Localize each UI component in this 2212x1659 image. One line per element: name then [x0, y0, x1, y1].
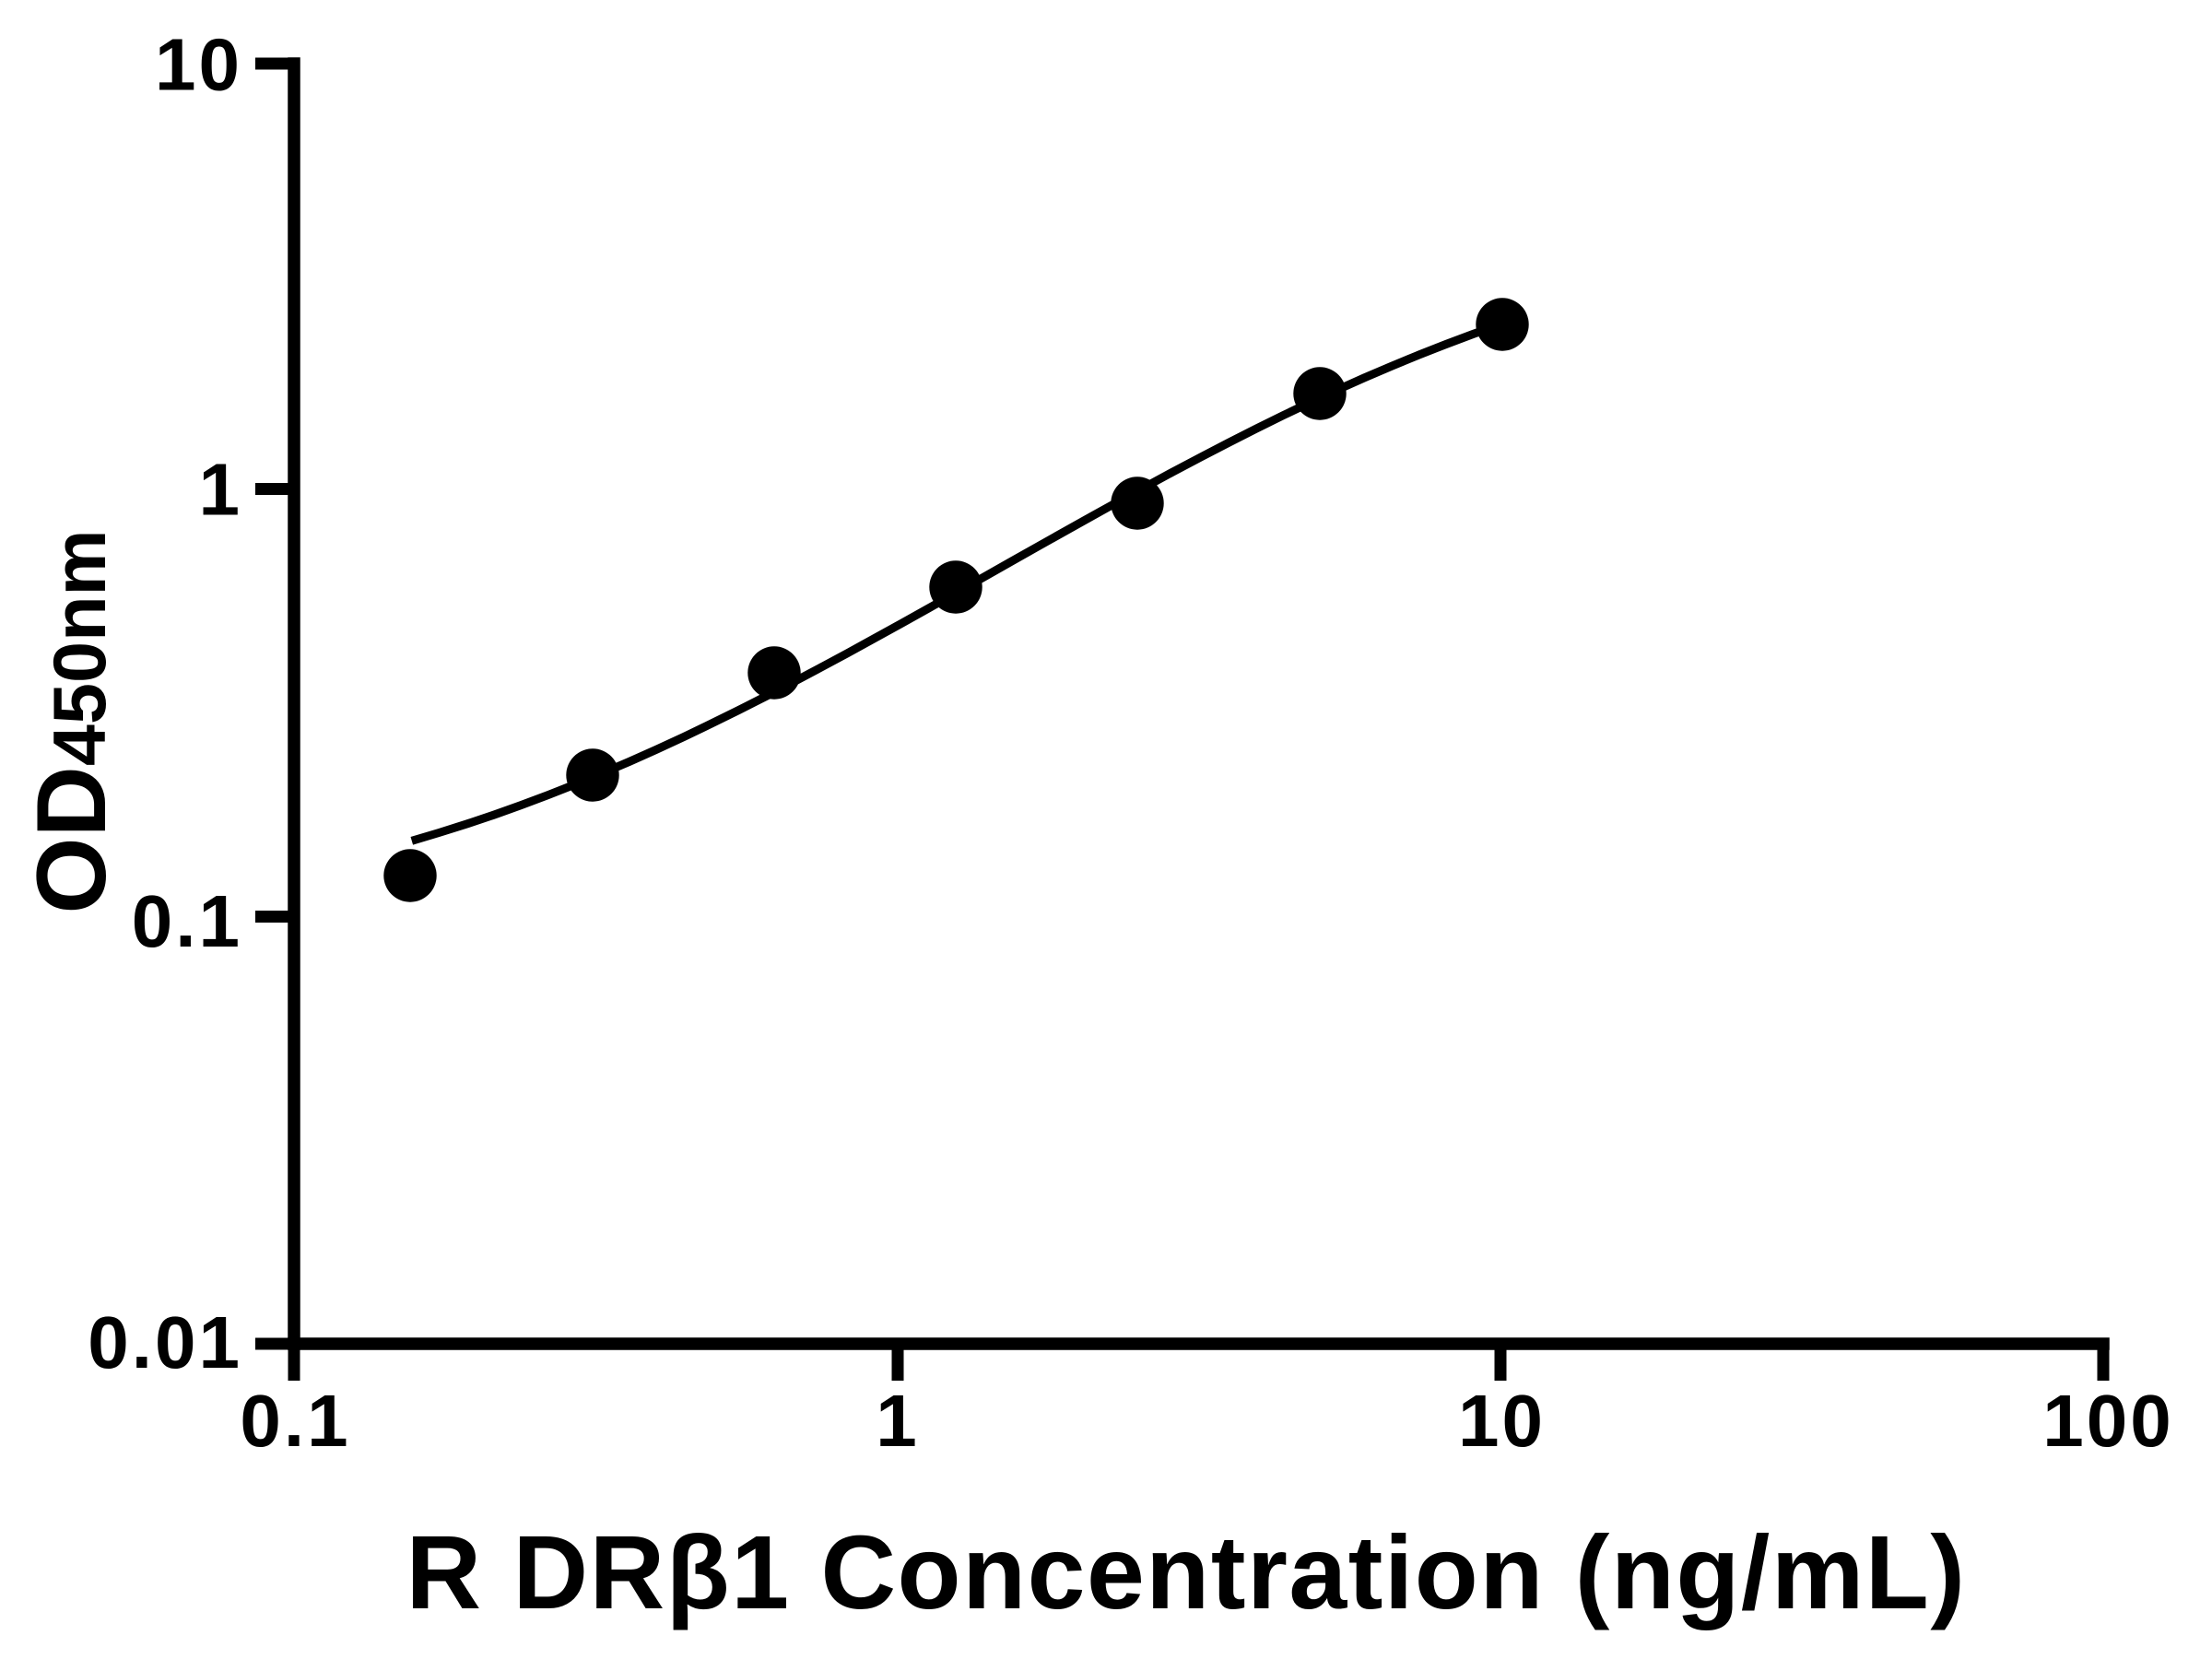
svg-text:1: 1 [199, 449, 243, 531]
svg-text:R DRβ1 Concentration (ng/mL): R DRβ1 Concentration (ng/mL) [406, 1514, 1967, 1630]
svg-text:10: 10 [155, 24, 242, 106]
svg-text:0.1: 0.1 [132, 880, 242, 962]
svg-text:10: 10 [1458, 1380, 1546, 1462]
svg-text:0.1: 0.1 [240, 1380, 350, 1462]
svg-text:0.01: 0.01 [88, 1301, 242, 1383]
svg-text:100: 100 [2042, 1380, 2173, 1462]
svg-text:1: 1 [876, 1380, 920, 1462]
